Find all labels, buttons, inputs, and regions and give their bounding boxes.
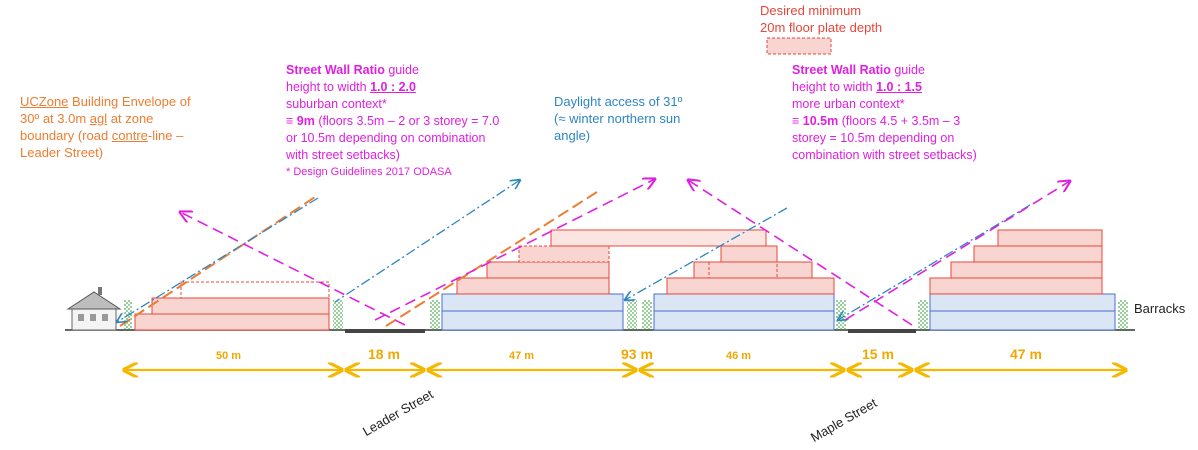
ucz-envelope-lines [119, 191, 598, 327]
floorplate-legend-swatch [766, 37, 832, 55]
ucz-link: UCZone [20, 94, 69, 109]
dim-label-47m-a: 47 m [509, 350, 535, 362]
daylight-lines [117, 180, 1031, 322]
dim-label-47m-b: 47 m [1010, 346, 1042, 362]
street-wall-ratio-note-1: Street Wall Ratio guide height to width … [286, 63, 500, 178]
dim-label-46m: 46 m [726, 350, 752, 362]
dim-label-18m: 18 m [368, 346, 400, 362]
road-leader-street [345, 329, 425, 333]
daylight-access-note: Daylight access of 31º (≈ winter norther… [554, 94, 683, 143]
road-maple-street [848, 329, 916, 333]
street-wall-lines [180, 179, 1070, 326]
house-icon [66, 287, 122, 331]
building-a [134, 281, 330, 331]
dim-label-50m: 50 m [216, 350, 242, 362]
upper-bridge [550, 229, 767, 247]
dim-label-15m: 15 m [862, 346, 894, 362]
street-wall-ratio-note-2: Street Wall Ratio guide height to width … [792, 63, 977, 162]
floorplate-note: Desired minimum 20m floor plate depth [760, 3, 883, 35]
dim-label-93m: 93 m [621, 346, 653, 362]
building-b [441, 245, 624, 331]
building-c [653, 245, 835, 331]
barracks-label: Barracks [1134, 301, 1186, 316]
building-d [929, 229, 1116, 331]
ucz-envelope-note: UCZone Building Envelope of 30º at 3.0m … [20, 94, 191, 160]
